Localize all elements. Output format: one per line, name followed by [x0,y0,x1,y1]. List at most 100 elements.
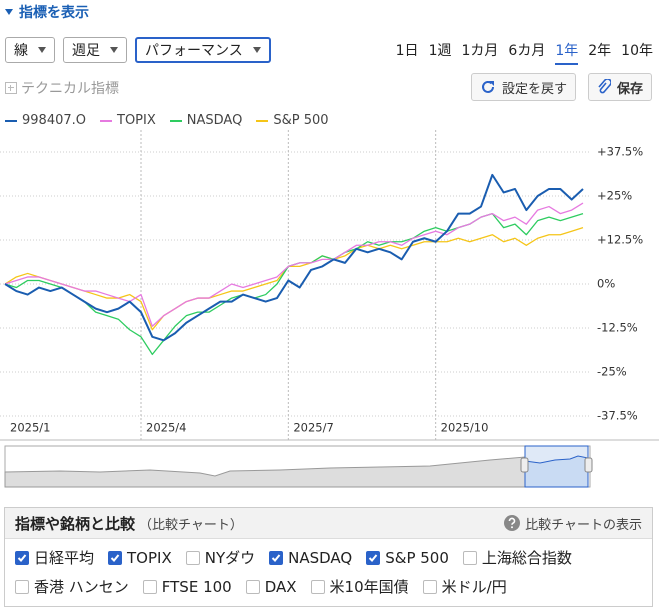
checkbox-label: 米ドル/円 [441,578,507,596]
compare-header: 指標や銘柄と比較 （比較チャート） 比較チャートの表示 [5,508,652,539]
period-tabs: 1日 1週 1カ月 6カ月 1年 2年 10年 [396,40,653,65]
period-tab[interactable]: 10年 [621,43,653,59]
compare-checkbox[interactable]: DAX [245,577,297,596]
period-tab[interactable]: 1週 [428,43,452,59]
compare-checkbox[interactable]: 香港 ハンセン [15,576,129,597]
legend-item: S&P 500 [256,113,329,128]
period-tab[interactable]: 6カ月 [508,43,546,59]
checkmark [271,553,281,562]
compare-checkbox[interactable]: 上海総合指数 [462,547,572,568]
dropdown[interactable]: 週足 [63,37,127,63]
navigator-current [524,455,589,488]
compare-row: 香港 ハンセン FTSE 100 DAX 米10年国債 米ドル/円 [5,572,652,601]
period-tab[interactable]: 1カ月 [461,43,499,59]
checkbox[interactable] [310,579,325,594]
compare-checkbox[interactable]: S&P 500 [366,549,449,567]
chart: +37.5% +25% +12.5% 0% -12.5% -25% -37.5% 2025/1… [0,130,659,488]
checkbox[interactable] [15,579,29,594]
checkbox[interactable] [269,550,284,565]
reset-icon [482,80,494,93]
checkbox-label: S&P 500 [385,548,449,567]
period-tab[interactable]: 2年 [588,43,612,59]
dropdown-arrow [110,47,118,53]
checkbox[interactable] [245,579,260,594]
period-tab[interactable]: 1日 [395,43,419,59]
technical-toggle[interactable]: テクニカル指標 [5,78,119,98]
checkbox-label: 日経平均 [34,549,95,567]
legend-label: 998407.O [22,113,86,128]
dropdown-label: 線 [14,43,28,59]
checkbox-label: FTSE 100 [161,577,232,596]
y-tick-label: -12.5% [597,321,638,335]
checkbox[interactable] [366,550,381,565]
checkbox-label: 上海総合指数 [481,549,572,567]
checkbox[interactable] [15,550,29,565]
checkbox[interactable] [142,579,157,594]
plus-icon [5,82,17,94]
legend-swatch [169,119,182,122]
reset-label: 設定を戻す [502,81,568,97]
y-tick-label: 0% [597,277,615,291]
checkbox[interactable] [108,550,123,565]
x-tick-label: 2025/1 [10,421,50,435]
checkmark [17,553,27,562]
compare-checkbox[interactable]: TOPIX [108,549,172,567]
x-tick-label: 2025/10 [441,421,489,435]
checkmark [110,553,120,562]
legend-label: NASDAQ [186,113,243,128]
dropdown-arrow [252,47,261,53]
compare-checkbox[interactable]: NASDAQ [269,549,352,567]
legend-swatch [5,119,17,122]
navigator-handle[interactable] [584,457,593,473]
dropdown-label: 週足 [72,43,100,59]
compare-checkbox[interactable]: 日経平均 [15,547,94,568]
navigator-handle[interactable] [520,457,529,473]
toggle-label: 指標を表示 [19,5,89,21]
dropdown[interactable]: 線 [5,37,55,63]
y-tick-label: -37.5% [597,409,638,423]
x-tick-label: 2025/4 [146,421,186,435]
checkbox[interactable] [422,579,437,594]
compare-checkbox[interactable]: FTSE 100 [142,577,232,596]
checkbox-label: TOPIX [127,548,172,567]
clip-icon [598,79,611,94]
y-tick-label: +25% [597,189,632,203]
compare-checkbox[interactable]: NYダウ [185,547,256,568]
legend-label: TOPIX [117,113,156,128]
reset-button[interactable]: 設定を戻す [471,73,577,101]
legend: 998407.O TOPIX NASDAQ S&P 500 [5,113,329,128]
y-tick-label: -25% [597,365,627,379]
toggle-icon [5,9,13,15]
help-icon [504,515,521,531]
compare-subtitle: （比較チャート） [139,517,243,533]
series-line [4,202,584,327]
indicator-toggle[interactable]: 指標を表示 [5,2,89,22]
series-line [4,173,584,342]
period-tab[interactable]: 1年 [555,40,579,65]
dropdown-arrow [38,47,46,53]
checkbox-label: DAX [264,577,297,596]
help-link[interactable]: 比較チャートの表示 [504,514,642,533]
legend-swatch [100,119,112,122]
help-label: 比較チャートの表示 [525,517,642,533]
compare-checkbox[interactable]: 米10年国債 [310,576,409,597]
save-button[interactable]: 保存 [588,73,653,101]
y-tick-label: +12.5% [597,233,643,247]
legend-item: NASDAQ [169,113,243,128]
legend-swatch [256,119,269,122]
compare-options: 日経平均 TOPIX NYダウ NASDAQ S&P 500 上海総合指数香港 ハンセン F… [5,543,652,601]
checkmark [369,553,378,562]
compare-checkbox[interactable]: 米ドル/円 [422,576,507,597]
checkbox-label: NYダウ [204,549,256,567]
checkbox-label: 香港 ハンセン [34,578,129,596]
dropdowns: 線 週足 パフォーマンス [5,37,271,63]
legend-item: TOPIX [100,113,156,128]
compare-panel: 指標や銘柄と比較 （比較チャート） 比較チャートの表示 日経平均 TOPIX NYダ… [4,507,653,607]
checkbox[interactable] [462,550,477,565]
dropdown[interactable]: パフォーマンス [135,37,271,63]
technical-label: テクニカル指標 [21,81,119,97]
checkbox-label: 米10年国債 [329,578,409,596]
checkbox[interactable] [185,550,200,565]
save-label: 保存 [617,81,644,97]
